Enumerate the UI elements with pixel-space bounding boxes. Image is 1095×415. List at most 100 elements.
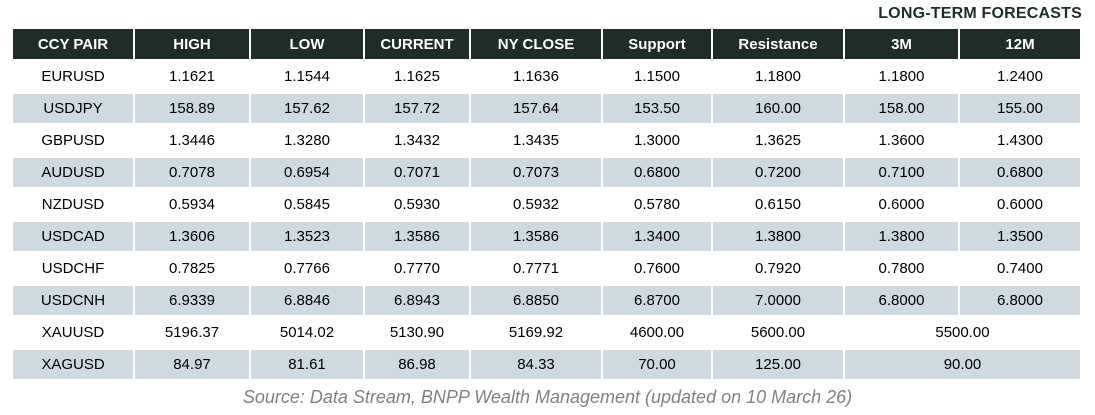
- ccy-pair-cell: USDCNH: [13, 286, 133, 315]
- value-cell: 0.7920: [713, 254, 843, 283]
- value-cell: 1.1500: [603, 62, 711, 91]
- value-cell: 1.1800: [845, 62, 958, 91]
- value-cell: 6.8000: [960, 286, 1080, 315]
- header-resistance: Resistance: [713, 29, 843, 59]
- ccy-pair-cell: EURUSD: [13, 62, 133, 91]
- value-cell: 1.2400: [960, 62, 1080, 91]
- value-cell: 0.5932: [471, 190, 601, 219]
- value-cell: 0.7400: [960, 254, 1080, 283]
- source-caption: Source: Data Stream, BNPP Wealth Managem…: [242, 387, 853, 407]
- value-cell: 1.3500: [960, 222, 1080, 251]
- ccy-pair-cell: USDJPY: [13, 94, 133, 123]
- value-cell: 1.1544: [251, 62, 363, 91]
- value-cell: 1.1636: [471, 62, 601, 91]
- value-cell: 84.97: [135, 350, 249, 379]
- ccy-pair-cell: XAGUSD: [13, 350, 133, 379]
- value-cell: 6.8846: [251, 286, 363, 315]
- ccy-pair-cell: USDCAD: [13, 222, 133, 251]
- value-cell: 153.50: [603, 94, 711, 123]
- value-cell: 0.7770: [365, 254, 469, 283]
- value-cell: 5169.92: [471, 318, 601, 347]
- value-cell: 160.00: [713, 94, 843, 123]
- value-cell: 125.00: [713, 350, 843, 379]
- value-cell: 1.1621: [135, 62, 249, 91]
- ccy-pair-cell: XAUUSD: [13, 318, 133, 347]
- table-row: NZDUSD 0.5934 0.5845 0.5930 0.5932 0.5780 0.61…: [13, 190, 1080, 219]
- value-cell: 0.7800: [845, 254, 958, 283]
- value-cell: 157.72: [365, 94, 469, 123]
- value-cell: 157.64: [471, 94, 601, 123]
- ccy-pair-cell: GBPUSD: [13, 126, 133, 155]
- value-cell: 0.7100: [845, 158, 958, 187]
- value-cell: 158.89: [135, 94, 249, 123]
- value-cell: 5014.02: [251, 318, 363, 347]
- value-cell: 70.00: [603, 350, 711, 379]
- table-row: USDCNH 6.9339 6.8846 6.8943 6.8850 6.8700 7.00…: [13, 286, 1080, 315]
- value-cell: 1.3586: [471, 222, 601, 251]
- value-cell: 0.7071: [365, 158, 469, 187]
- value-cell: 0.5930: [365, 190, 469, 219]
- value-cell: 1.3446: [135, 126, 249, 155]
- value-cell: 0.6800: [960, 158, 1080, 187]
- value-cell: 1.3600: [845, 126, 958, 155]
- long-term-forecasts-title: LONG-TERM FORECASTS: [878, 5, 1082, 22]
- table-row: XAGUSD 84.97 81.61 86.98 84.33 70.00 125.00 90.…: [13, 350, 1080, 379]
- table-header-row: CCY PAIR HIGH LOW CURRENT NY CLOSE Suppo…: [13, 29, 1080, 59]
- value-cell: 1.3400: [603, 222, 711, 251]
- value-cell: 5500.00: [845, 318, 1080, 347]
- header-current: CURRENT: [365, 29, 469, 59]
- value-cell: 0.7600: [603, 254, 711, 283]
- fx-forecast-table: CCY PAIR HIGH LOW CURRENT NY CLOSE Suppo…: [11, 26, 1082, 382]
- value-cell: 1.3432: [365, 126, 469, 155]
- value-cell: 0.5934: [135, 190, 249, 219]
- value-cell: 0.7078: [135, 158, 249, 187]
- table-row: XAUUSD 5196.37 5014.02 5130.90 5169.92 4600.0…: [13, 318, 1080, 347]
- ccy-pair-cell: USDCHF: [13, 254, 133, 283]
- header-support: Support: [603, 29, 711, 59]
- table-row: USDCAD 1.3606 1.3523 1.3586 1.3586 1.3400 1.38…: [13, 222, 1080, 251]
- value-cell: 0.7771: [471, 254, 601, 283]
- header-3m: 3M: [845, 29, 958, 59]
- value-cell: 86.98: [365, 350, 469, 379]
- value-cell: 158.00: [845, 94, 958, 123]
- value-cell: 1.3625: [713, 126, 843, 155]
- value-cell: 0.6150: [713, 190, 843, 219]
- value-cell: 1.3586: [365, 222, 469, 251]
- value-cell: 1.3800: [845, 222, 958, 251]
- ccy-pair-cell: NZDUSD: [13, 190, 133, 219]
- value-cell: 155.00: [960, 94, 1080, 123]
- value-cell: 1.3606: [135, 222, 249, 251]
- value-cell: 0.6000: [960, 190, 1080, 219]
- value-cell: 1.3435: [471, 126, 601, 155]
- value-cell: 0.7200: [713, 158, 843, 187]
- value-cell: 5600.00: [713, 318, 843, 347]
- value-cell: 0.5845: [251, 190, 363, 219]
- value-cell: 1.1625: [365, 62, 469, 91]
- value-cell: 5196.37: [135, 318, 249, 347]
- header-12m: 12M: [960, 29, 1080, 59]
- value-cell: 0.7825: [135, 254, 249, 283]
- value-cell: 0.6800: [603, 158, 711, 187]
- value-cell: 1.3800: [713, 222, 843, 251]
- value-cell: 6.9339: [135, 286, 249, 315]
- value-cell: 6.8850: [471, 286, 601, 315]
- value-cell: 0.7766: [251, 254, 363, 283]
- value-cell: 5130.90: [365, 318, 469, 347]
- header-high: HIGH: [135, 29, 249, 59]
- value-cell: 84.33: [471, 350, 601, 379]
- value-cell: 6.8943: [365, 286, 469, 315]
- value-cell: 7.0000: [713, 286, 843, 315]
- table-row: AUDUSD 0.7078 0.6954 0.7071 0.7073 0.6800 0.72…: [13, 158, 1080, 187]
- value-cell: 6.8000: [845, 286, 958, 315]
- value-cell: 157.62: [251, 94, 363, 123]
- value-cell: 0.6954: [251, 158, 363, 187]
- value-cell: 1.3000: [603, 126, 711, 155]
- table-row: USDCHF 0.7825 0.7766 0.7770 0.7771 0.7600 0.79…: [13, 254, 1080, 283]
- table-row: EURUSD 1.1621 1.1544 1.1625 1.1636 1.1500 1.18…: [13, 62, 1080, 91]
- value-cell: 0.5780: [603, 190, 711, 219]
- header-ccy-pair: CCY PAIR: [13, 29, 133, 59]
- value-cell: 1.3523: [251, 222, 363, 251]
- header-low: LOW: [251, 29, 363, 59]
- value-cell: 1.3280: [251, 126, 363, 155]
